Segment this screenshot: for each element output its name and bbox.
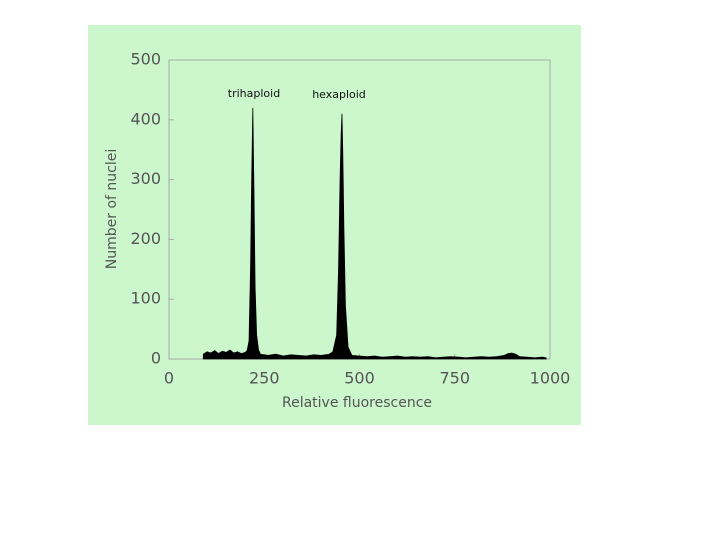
peak-annotation: trihaploid — [228, 87, 280, 100]
y-tick-label: 0 — [151, 349, 161, 368]
x-tick-label: 750 — [439, 369, 470, 388]
y-tick-label: 100 — [130, 289, 161, 308]
y-axis-label: Number of nuclei — [104, 149, 120, 269]
y-tick-label: 500 — [130, 50, 161, 69]
x-tick-label: 1000 — [530, 369, 571, 388]
y-tick-label: 200 — [130, 229, 161, 248]
panel — [88, 25, 581, 425]
x-tick-label: 500 — [344, 369, 375, 388]
x-tick-label: 0 — [164, 369, 174, 388]
x-axis-label: Relative fluorescence — [282, 395, 432, 411]
peak-annotation: hexaploid — [312, 88, 366, 101]
x-tick-label: 250 — [249, 369, 280, 388]
y-tick-label: 300 — [130, 169, 161, 188]
y-tick-label: 400 — [130, 109, 161, 128]
histogram-area — [202, 107, 547, 360]
